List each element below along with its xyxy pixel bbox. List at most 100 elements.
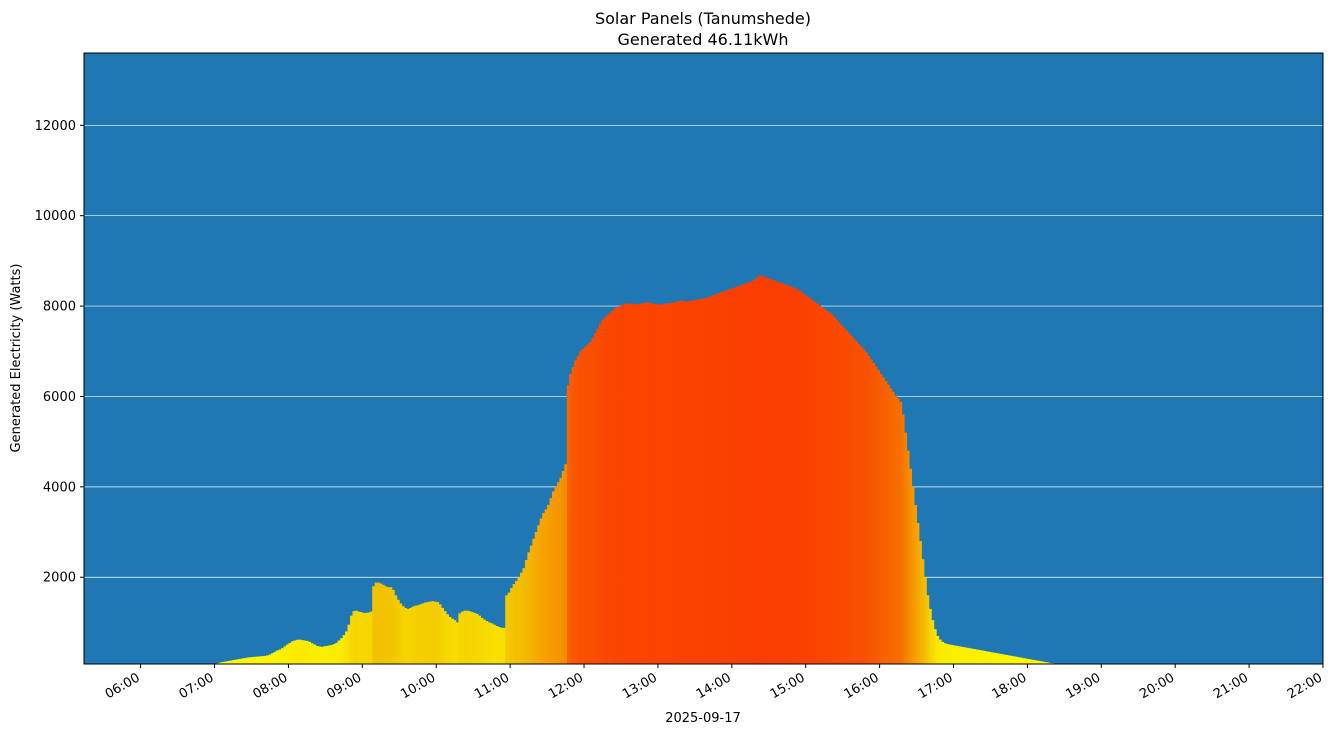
bar — [231, 660, 235, 664]
bar — [923, 577, 927, 664]
bars-group — [214, 275, 1060, 665]
bar — [721, 291, 725, 664]
bar — [827, 312, 831, 664]
bar — [798, 290, 802, 664]
y-tick-label: 4000 — [43, 480, 76, 495]
bar — [891, 391, 895, 664]
bar — [790, 287, 794, 664]
bar — [564, 464, 568, 664]
bar — [253, 656, 257, 664]
bar — [847, 333, 851, 664]
x-tick-label: 09:00 — [324, 670, 364, 702]
bar — [389, 587, 393, 664]
bar — [345, 631, 348, 664]
bar — [717, 293, 720, 664]
bar — [1012, 656, 1016, 664]
bar — [746, 282, 750, 664]
bar — [416, 605, 420, 664]
bar — [268, 654, 272, 664]
bar — [354, 610, 358, 664]
bar — [1024, 658, 1028, 664]
bar — [901, 414, 905, 664]
bar — [542, 513, 546, 664]
bar — [616, 306, 619, 664]
bar — [963, 647, 967, 664]
bar — [825, 310, 829, 664]
bar — [1017, 657, 1021, 664]
bar — [372, 586, 376, 664]
bar — [510, 588, 513, 664]
bar — [899, 401, 903, 664]
bar — [512, 584, 516, 664]
bar — [478, 615, 481, 664]
bar — [657, 304, 661, 664]
y-axis-ticks: 2000 4000 6000 8000 10000 12000 — [35, 119, 84, 586]
bar — [315, 645, 319, 664]
bar — [219, 662, 223, 664]
bar — [473, 612, 477, 664]
x-tick-label: 13:00 — [620, 670, 660, 702]
bar — [653, 303, 656, 664]
bar — [697, 299, 701, 664]
bar — [537, 525, 541, 664]
bar — [975, 649, 979, 664]
x-tick-label: 20:00 — [1137, 670, 1177, 702]
bar — [633, 304, 637, 664]
bar — [574, 360, 578, 664]
bar — [386, 587, 390, 664]
bar — [877, 370, 881, 664]
bar — [879, 373, 883, 664]
bar — [731, 288, 735, 664]
bar — [224, 661, 228, 664]
bar — [773, 280, 777, 664]
bar — [251, 657, 255, 664]
bar — [221, 661, 225, 664]
bar — [406, 608, 410, 664]
bar — [522, 568, 526, 664]
bar — [909, 468, 913, 664]
bar — [1037, 660, 1041, 664]
bar — [650, 303, 654, 664]
bar — [874, 366, 878, 664]
bar — [835, 319, 839, 664]
bar — [544, 509, 548, 664]
bar — [756, 276, 760, 664]
y-tick-label: 10000 — [35, 209, 76, 224]
bar — [246, 657, 250, 664]
plot-frame — [83, 52, 1324, 665]
bar — [411, 606, 415, 664]
bar — [1010, 655, 1014, 664]
bar — [781, 283, 784, 664]
chart-subtitle: Generated 46.11kWh — [618, 30, 789, 49]
bar — [584, 346, 587, 664]
bar — [820, 306, 824, 664]
bar — [244, 657, 247, 664]
bar — [859, 346, 863, 664]
bar — [973, 649, 977, 664]
bar — [990, 652, 994, 664]
x-tick-label: 18:00 — [989, 670, 1029, 702]
bar — [995, 653, 999, 664]
bar — [288, 642, 292, 664]
bar — [249, 657, 252, 664]
bar — [433, 601, 437, 664]
bar — [643, 302, 647, 664]
bar — [401, 606, 405, 664]
bar — [266, 655, 270, 664]
bar — [226, 661, 230, 664]
bar — [896, 398, 900, 664]
bar — [261, 656, 265, 664]
bar — [586, 344, 590, 664]
bar — [862, 349, 866, 664]
bar — [625, 303, 629, 664]
bar — [1015, 656, 1018, 664]
bar — [864, 352, 868, 664]
x-tick-label: 17:00 — [916, 670, 956, 702]
bar — [524, 560, 528, 664]
bar — [694, 299, 698, 664]
bar — [532, 538, 536, 664]
y-tick-label: 8000 — [43, 300, 76, 315]
bar — [766, 278, 770, 664]
bar — [507, 592, 511, 664]
x-axis-ticks: 06:00 07:00 08:00 09:00 10:00 11:00 12:00 13:00… — [103, 664, 1325, 702]
